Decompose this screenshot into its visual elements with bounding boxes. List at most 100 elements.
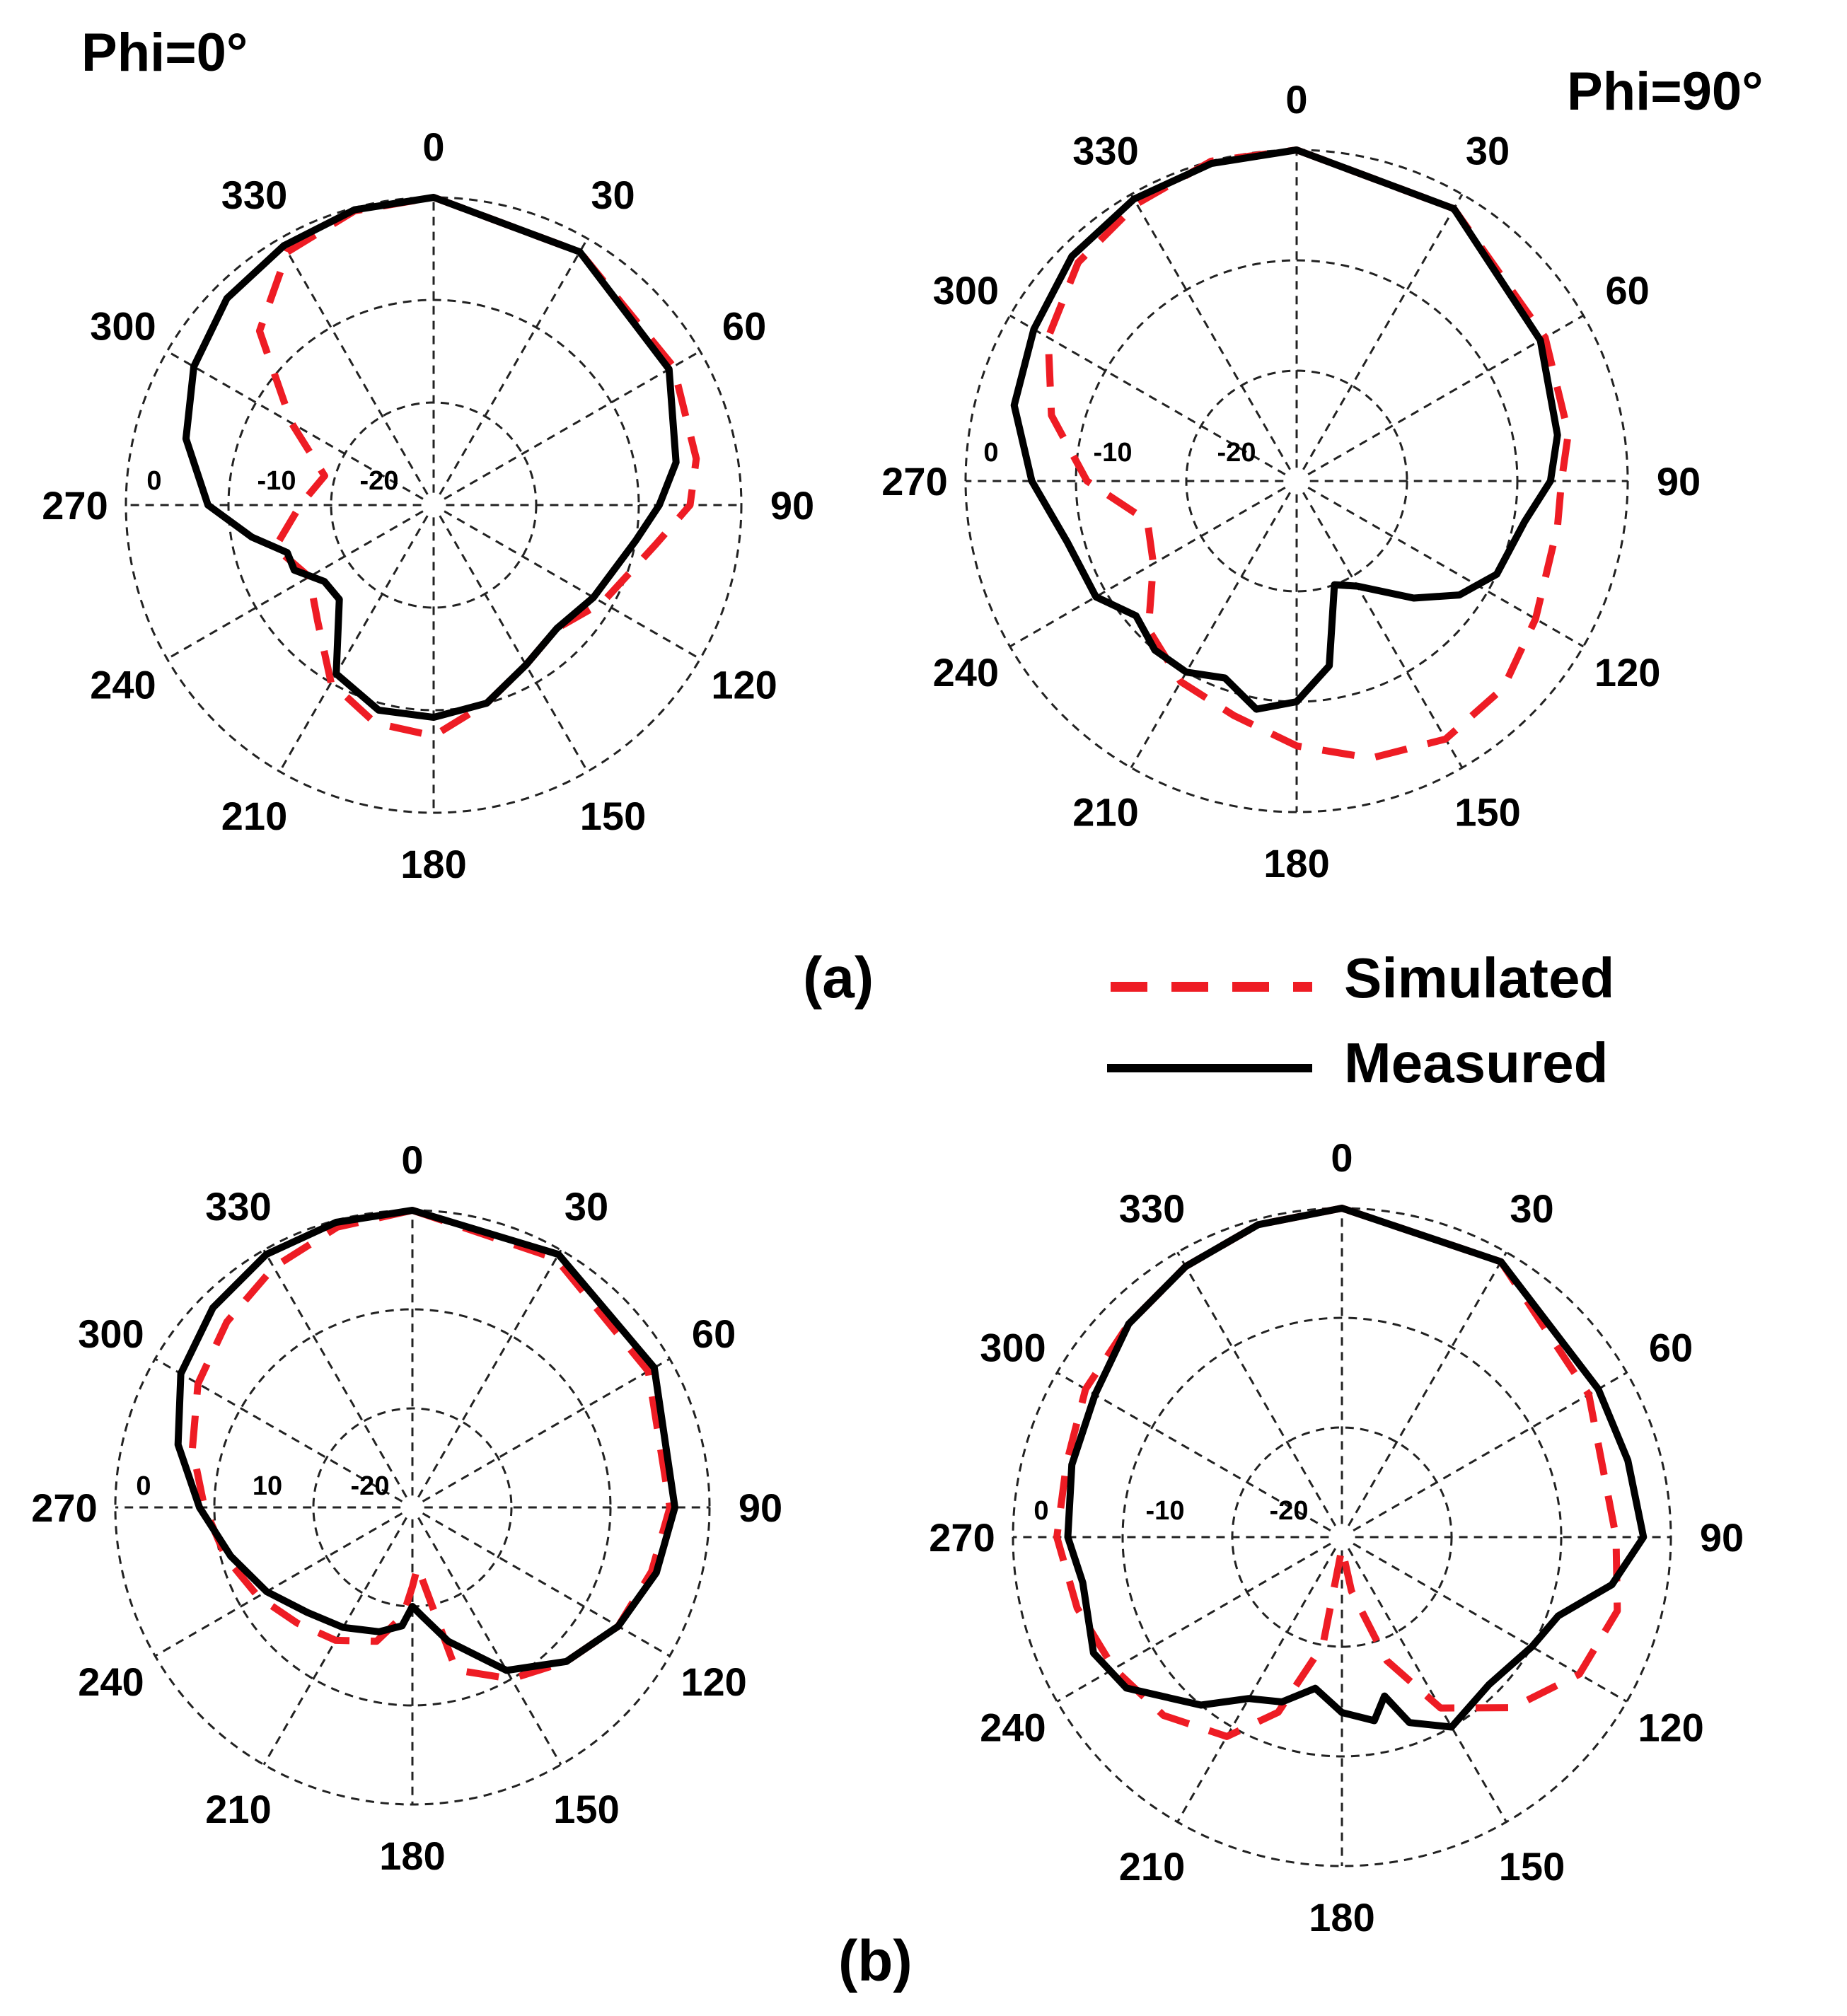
angle-tick-label: 60 xyxy=(1606,268,1650,313)
angle-tick-label: 180 xyxy=(1263,841,1329,886)
angle-tick-label: 330 xyxy=(1072,128,1138,173)
grid-spoke xyxy=(1353,1372,1628,1531)
grid-circle xyxy=(1012,1207,1672,1867)
legend: Simulated Measured xyxy=(1107,946,1614,1094)
angle-tick-label: 150 xyxy=(580,794,646,838)
angle-tick-label: 330 xyxy=(205,1184,271,1229)
grid-spoke xyxy=(422,1357,671,1502)
angle-tick-label: 90 xyxy=(770,483,814,528)
grid-spoke xyxy=(422,1512,671,1657)
polar-chart-phi0-a: 0 30 60 90 120 150 180 210 240 270 300 330 0 -10 -20 xyxy=(42,124,814,886)
radial-tick-label: 0 xyxy=(983,438,998,468)
angle-tick-label: 120 xyxy=(1594,650,1660,695)
grid-spoke xyxy=(444,350,701,500)
grid-spoke xyxy=(1348,1251,1507,1527)
angle-tick-label: 60 xyxy=(1649,1326,1693,1370)
angle-tick-label: 30 xyxy=(591,173,635,217)
angle-tick-label: 300 xyxy=(933,268,999,313)
radial-tick-label: -20 xyxy=(360,466,399,496)
chart-title-phi90: Phi=90° xyxy=(1567,62,1764,122)
radial-tick-label: -10 xyxy=(1094,438,1133,468)
angle-tick-label: 210 xyxy=(221,794,287,838)
angle-tick-label: 240 xyxy=(980,1705,1046,1750)
grid-spoke xyxy=(1302,193,1464,470)
grid-spoke xyxy=(1009,314,1286,475)
angle-tick-label: 180 xyxy=(379,1833,445,1878)
angle-tick-label: 180 xyxy=(1309,1895,1374,1940)
grid-spoke xyxy=(1130,193,1291,470)
radial-tick-label: -10 xyxy=(1146,1496,1185,1526)
angle-tick-label: 330 xyxy=(1119,1186,1185,1231)
grid-spoke xyxy=(1130,492,1291,769)
grid-circle xyxy=(227,299,640,712)
angle-tick-label: 270 xyxy=(31,1485,97,1530)
grid-spoke xyxy=(1307,487,1585,648)
grid-spoke xyxy=(154,1512,403,1657)
angle-tick-label: 270 xyxy=(881,459,947,504)
series-simulated xyxy=(189,1207,673,1683)
grid-spoke xyxy=(1302,492,1464,769)
grid-spoke xyxy=(439,238,589,495)
chart-title-phi0: Phi=0° xyxy=(81,23,248,83)
grid-spoke xyxy=(444,510,701,660)
angle-tick-label: 0 xyxy=(1285,77,1307,122)
angle-tick-label: 270 xyxy=(929,1515,995,1560)
polar-chart-phi90-b: 0 30 60 90 120 150 180 210 240 270 300 330 0 -10 -20 xyxy=(929,1135,1744,1940)
panel-label-b: (b) xyxy=(838,1929,913,1993)
grid-circle xyxy=(125,196,743,814)
grid-circle xyxy=(964,149,1629,813)
grid-spoke xyxy=(417,1517,562,1766)
angle-tick-label: 120 xyxy=(1638,1705,1703,1750)
angle-tick-label: 120 xyxy=(711,663,777,707)
grid-spoke xyxy=(166,350,424,500)
angle-tick-label: 30 xyxy=(1466,128,1510,173)
grid-spoke xyxy=(417,1249,562,1498)
angle-tick-label: 60 xyxy=(692,1311,736,1356)
angle-tick-label: 30 xyxy=(564,1184,608,1229)
radial-tick-label: -20 xyxy=(1217,438,1256,468)
angle-tick-label: 300 xyxy=(78,1311,144,1356)
radial-tick-label: 10 xyxy=(253,1471,282,1501)
angle-tick-label: 270 xyxy=(42,483,108,528)
angle-tick-label: 240 xyxy=(933,650,999,695)
grid-spoke xyxy=(1176,1548,1336,1823)
grid-spoke xyxy=(1348,1548,1507,1823)
grid-spoke xyxy=(166,510,424,660)
angle-tick-label: 0 xyxy=(422,124,444,169)
angle-tick-label: 60 xyxy=(722,304,766,349)
grid-spoke xyxy=(1056,1372,1331,1531)
angle-tick-label: 240 xyxy=(78,1659,144,1704)
angle-tick-label: 150 xyxy=(553,1787,619,1831)
polar-chart-phi90-a: 0 30 60 90 120 150 180 210 240 270 300 330 0 -10 -20 xyxy=(881,77,1701,886)
angle-tick-label: 330 xyxy=(221,173,287,217)
grid-spoke xyxy=(1056,1543,1331,1703)
angle-tick-label: 180 xyxy=(400,842,466,886)
series-measured xyxy=(1010,146,1561,713)
grid-circle xyxy=(1121,1316,1563,1758)
legend-label-simulated: Simulated xyxy=(1344,946,1614,1009)
series-measured xyxy=(1064,1205,1648,1731)
angle-tick-label: 30 xyxy=(1510,1186,1553,1231)
angle-tick-label: 120 xyxy=(681,1659,746,1704)
series-simulated xyxy=(1053,1205,1621,1740)
polar-chart-phi0-b: 0 30 60 90 120 150 180 210 240 270 300 330 0 10 -20 xyxy=(31,1137,782,1878)
grid-spoke xyxy=(1176,1251,1336,1527)
angle-tick-label: 300 xyxy=(980,1326,1046,1370)
grid-spoke xyxy=(1353,1543,1628,1703)
panel-label-a: (a) xyxy=(803,946,874,1010)
angle-tick-label: 240 xyxy=(90,663,156,707)
grid-spoke xyxy=(262,1249,407,1498)
radial-tick-label: 0 xyxy=(1033,1496,1048,1526)
grid-spoke xyxy=(1009,487,1286,648)
radial-tick-label: -20 xyxy=(1270,1496,1309,1526)
angle-tick-label: 90 xyxy=(1700,1515,1744,1560)
grid-spoke xyxy=(262,1517,407,1766)
series-measured xyxy=(182,194,680,722)
series-simulated xyxy=(255,194,700,740)
radial-tick-label: -20 xyxy=(351,1471,390,1501)
radial-tick-label: 0 xyxy=(136,1471,151,1501)
angle-tick-label: 90 xyxy=(739,1485,782,1530)
radial-tick-label: 0 xyxy=(146,466,161,496)
angle-tick-label: 0 xyxy=(1331,1135,1353,1180)
